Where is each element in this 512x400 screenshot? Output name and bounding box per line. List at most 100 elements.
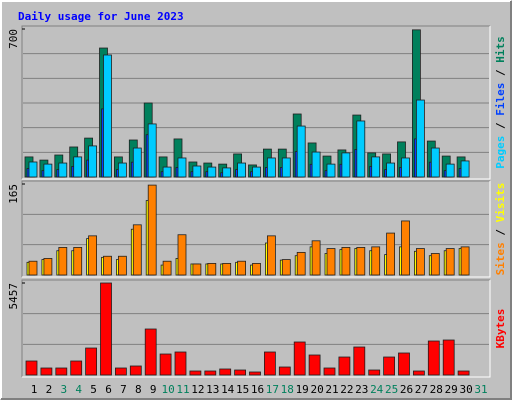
bar — [73, 247, 83, 276]
x-tick-label: 22 — [340, 383, 353, 396]
bar — [207, 263, 217, 276]
bar — [132, 147, 142, 178]
legend-entry: Pages — [494, 136, 507, 169]
bar — [147, 184, 157, 276]
x-tick-label: 21 — [325, 383, 338, 396]
plot-bevel — [22, 280, 491, 378]
bar — [368, 369, 381, 376]
bar — [281, 259, 291, 276]
x-tick-label: 30 — [459, 383, 472, 396]
legend-entry: Sites — [494, 242, 507, 275]
bar — [249, 371, 261, 376]
bar — [58, 247, 68, 276]
bar — [189, 370, 202, 376]
x-tick-label: 15 — [236, 383, 249, 396]
x-tick-label: 28 — [430, 383, 443, 396]
bar — [401, 157, 410, 178]
bar — [88, 235, 97, 276]
bar — [266, 235, 276, 276]
bar — [398, 352, 410, 376]
bar — [311, 240, 321, 276]
bar — [40, 367, 53, 376]
bar — [129, 365, 142, 376]
bar — [442, 339, 455, 376]
y-tick-label: 700 — [7, 29, 20, 49]
bar — [430, 147, 440, 178]
bar — [192, 263, 202, 276]
x-tick-label: 11 — [176, 383, 189, 396]
bar — [162, 166, 172, 178]
x-tick-label: 17 — [266, 383, 279, 396]
bar — [43, 163, 53, 178]
bar — [338, 356, 351, 376]
bar — [237, 162, 247, 178]
bar — [222, 167, 232, 178]
bar — [118, 255, 127, 276]
bar — [28, 260, 38, 276]
x-tick-label: 19 — [296, 383, 309, 396]
bar — [278, 366, 291, 376]
bar — [177, 234, 187, 276]
bar — [311, 151, 321, 178]
bar — [103, 54, 112, 178]
plot-area — [22, 181, 490, 277]
bar — [460, 246, 470, 276]
bar — [162, 260, 172, 276]
bar — [88, 145, 97, 178]
bar — [252, 263, 261, 276]
bar — [341, 247, 351, 276]
bar — [237, 260, 247, 276]
x-tick-label: 3 — [60, 383, 67, 396]
bar — [132, 224, 142, 276]
bar — [219, 368, 232, 376]
bar — [412, 370, 425, 376]
bar — [371, 246, 381, 276]
bar — [415, 99, 425, 178]
x-tick-label: 18 — [281, 383, 294, 396]
y-tick-label: 5457 — [7, 283, 20, 310]
bar — [445, 163, 455, 178]
bar — [58, 162, 68, 178]
bar — [430, 253, 440, 276]
bar — [371, 156, 381, 178]
bar — [192, 165, 202, 178]
bar — [100, 282, 112, 376]
plot-bevel — [22, 26, 491, 180]
bar — [103, 255, 112, 276]
bar — [341, 152, 351, 178]
x-tick-label: 10 — [161, 383, 174, 396]
legend-entry: Visits — [494, 183, 507, 223]
x-tick-label: 26 — [400, 383, 413, 396]
bar — [427, 340, 440, 376]
legend-entry: Hits — [494, 36, 507, 63]
bar — [281, 157, 291, 178]
x-tick-label: 27 — [415, 383, 428, 396]
plot-area — [22, 280, 490, 377]
legend-separator: / — [494, 63, 507, 83]
x-tick-label: 20 — [310, 383, 323, 396]
legend: KBytes — [494, 309, 507, 349]
bar — [55, 367, 68, 376]
bar — [386, 162, 396, 178]
bar — [70, 360, 83, 376]
bar — [326, 248, 336, 276]
legend-entry: KBytes — [494, 309, 507, 349]
bar — [415, 248, 425, 276]
bar — [234, 369, 247, 376]
x-tick-label: 1 — [31, 383, 38, 396]
plot-bevel — [21, 180, 490, 277]
x-tick-label: 13 — [206, 383, 219, 396]
plot-bevel — [21, 279, 490, 377]
bar — [457, 370, 470, 376]
bar — [460, 160, 470, 178]
bar — [323, 367, 336, 376]
x-tick-label: 16 — [251, 383, 264, 396]
bar — [266, 157, 276, 178]
plot-bevel — [22, 181, 491, 278]
legend: Sites / Visits — [494, 183, 507, 276]
bar — [386, 232, 396, 276]
bar — [445, 248, 455, 276]
bar — [383, 356, 396, 376]
